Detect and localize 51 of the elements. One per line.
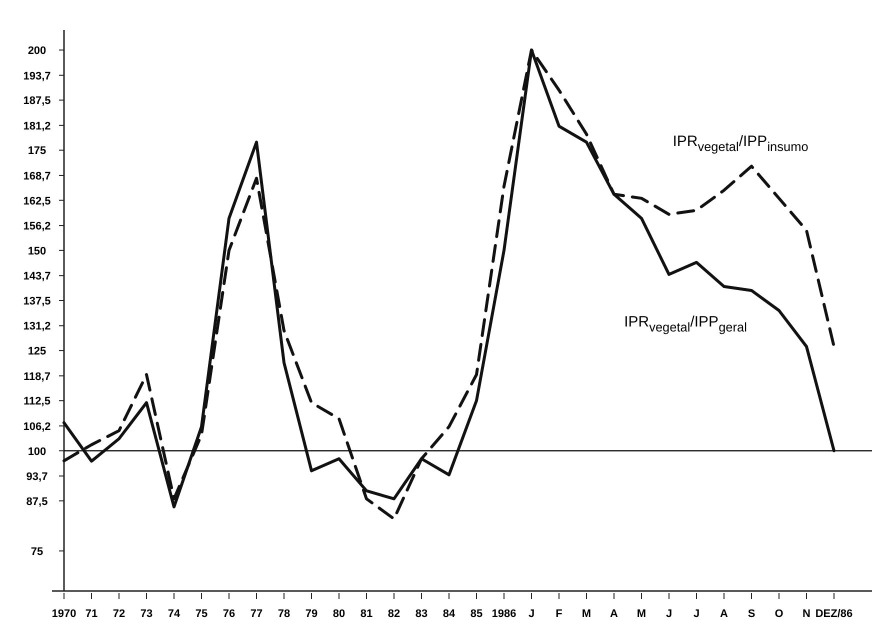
y-tick-label: 193,7 bbox=[23, 70, 51, 82]
y-tick-label: 112,5 bbox=[24, 396, 50, 408]
x-tick-label: 1986 bbox=[492, 608, 516, 620]
x-tick-label: 77 bbox=[250, 608, 263, 620]
x-tick-label: 71 bbox=[85, 608, 98, 620]
y-tick-label: 75 bbox=[30, 546, 44, 558]
x-tick-label: J bbox=[528, 608, 535, 620]
x-tick-label: A bbox=[610, 608, 618, 620]
series-label: IPR$_{vegetal}$/IPP$_{insumo}$ bbox=[672, 133, 808, 154]
x-tick-label: S bbox=[748, 608, 756, 620]
x-tick-label: 75 bbox=[195, 608, 208, 620]
x-tick-label: 73 bbox=[140, 608, 153, 620]
x-tick-label: J bbox=[693, 608, 700, 620]
y-tick-label: 162,5 bbox=[23, 195, 51, 208]
y-tick-label: 181,2 bbox=[23, 120, 51, 132]
y-tick-label: 200 bbox=[28, 45, 46, 58]
x-tick-label: M bbox=[636, 608, 646, 620]
y-tick-label: 187,5 bbox=[23, 95, 51, 108]
y-tick-label: 100 bbox=[28, 446, 46, 458]
x-tick-label: 83 bbox=[415, 608, 428, 620]
y-tick-label: 131,2 bbox=[23, 320, 51, 333]
x-tick-label: J bbox=[666, 608, 672, 620]
y-tick-label: 150 bbox=[28, 245, 46, 258]
y-tick-label: 106,2 bbox=[23, 420, 51, 433]
y-tick-label: 87,5 bbox=[26, 496, 48, 508]
x-tick-label: 74 bbox=[168, 608, 181, 620]
y-tick-label: 125 bbox=[28, 346, 46, 358]
y-tick-label: 168,7 bbox=[23, 170, 51, 182]
x-tick-label: A bbox=[720, 608, 728, 620]
x-tick-label: F bbox=[556, 608, 563, 620]
x-tick-label: O bbox=[774, 608, 784, 620]
x-tick-label: 79 bbox=[305, 608, 318, 620]
x-tick-label: 82 bbox=[388, 608, 400, 620]
series-label: IPR$_{vegetal}$/IPP$_{geral}$ bbox=[624, 314, 747, 334]
x-tick-label: 81 bbox=[360, 608, 373, 620]
x-tick-label: N bbox=[802, 608, 811, 620]
x-tick-label: 78 bbox=[278, 608, 290, 620]
y-tick-label: 175 bbox=[28, 145, 46, 158]
x-tick-label: DEZ/86 bbox=[815, 608, 853, 620]
y-tick-label: 93,7 bbox=[26, 470, 48, 483]
x-tick-label: M bbox=[582, 608, 592, 620]
x-tick-label: 85 bbox=[470, 608, 483, 620]
x-tick-label: 76 bbox=[222, 608, 236, 620]
y-tick-label: 118,7 bbox=[24, 370, 50, 383]
x-tick-label: 1970 bbox=[52, 608, 76, 620]
x-tick-label: 84 bbox=[442, 608, 456, 620]
x-tick-label: 72 bbox=[112, 608, 126, 620]
y-tick-label: 143,7 bbox=[23, 270, 51, 283]
y-tick-label: 137,5 bbox=[23, 295, 51, 308]
x-tick-label: 80 bbox=[332, 608, 346, 620]
y-tick-label: 156,2 bbox=[23, 220, 51, 233]
